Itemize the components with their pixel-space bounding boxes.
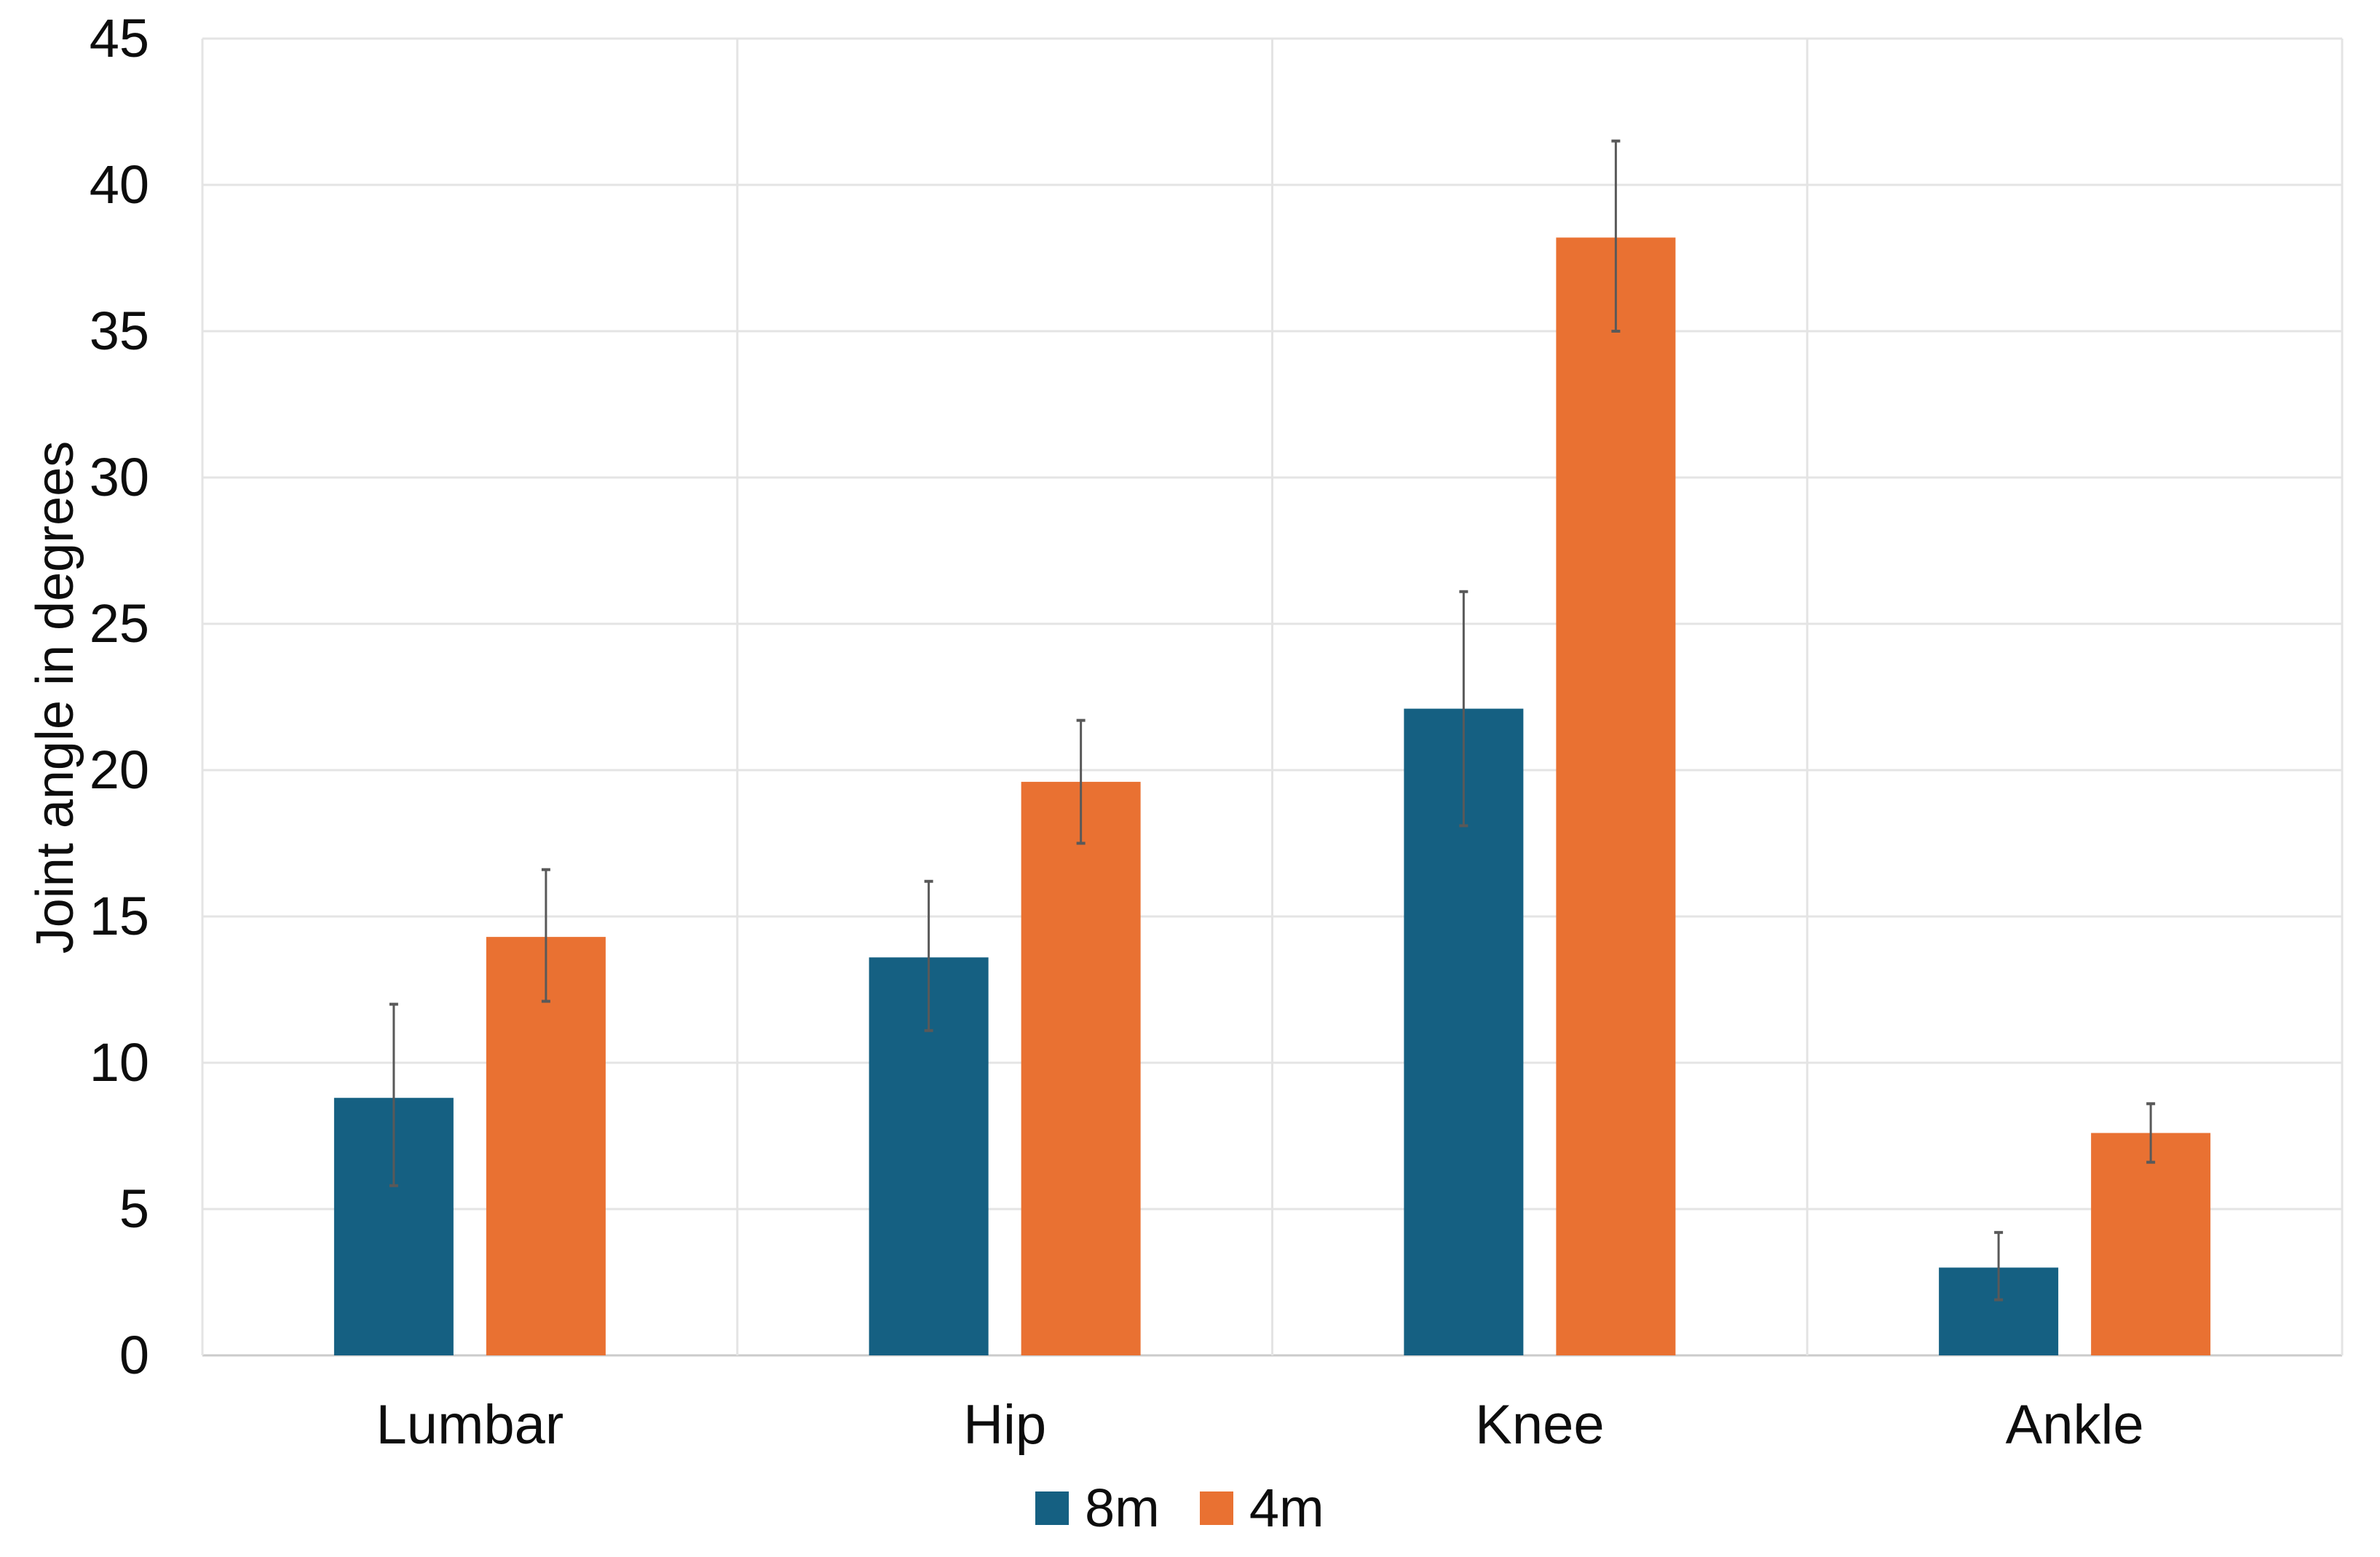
category-label-hip: Hip (963, 1394, 1047, 1456)
bar-4m-ankle (2091, 1133, 2211, 1355)
legend-item-8m: 8m (1035, 1481, 1160, 1535)
category-label-lumbar: Lumbar (376, 1394, 564, 1456)
bar-4m-hip (1021, 782, 1141, 1355)
y-axis-title: Joint angle in degrees (26, 440, 84, 954)
category-label-knee: Knee (1475, 1394, 1605, 1456)
legend-label-8m: 8m (1085, 1478, 1160, 1538)
y-tick-label-45: 45 (89, 8, 149, 68)
legend-swatch-4m (1199, 1491, 1233, 1525)
y-tick-label-35: 35 (89, 301, 149, 361)
y-tick-label-0: 0 (119, 1325, 149, 1385)
y-tick-label-20: 20 (89, 740, 149, 800)
y-tick-label-40: 40 (89, 154, 149, 215)
bar-4m-lumbar (486, 937, 606, 1355)
legend-item-4m: 4m (1199, 1478, 1324, 1538)
legend-swatch-8m (1035, 1491, 1069, 1525)
bar-4m-knee (1556, 237, 1676, 1355)
legend-label-4m: 4m (1249, 1478, 1324, 1538)
y-tick-label-10: 10 (89, 1032, 149, 1093)
y-tick-label-15: 15 (89, 886, 149, 946)
y-tick-label-30: 30 (89, 447, 149, 507)
y-tick-label-5: 5 (119, 1178, 149, 1239)
legend: 8m 4m (1035, 1481, 1324, 1535)
y-tick-label-25: 25 (89, 593, 149, 654)
category-label-ankle: Ankle (2005, 1394, 2144, 1456)
